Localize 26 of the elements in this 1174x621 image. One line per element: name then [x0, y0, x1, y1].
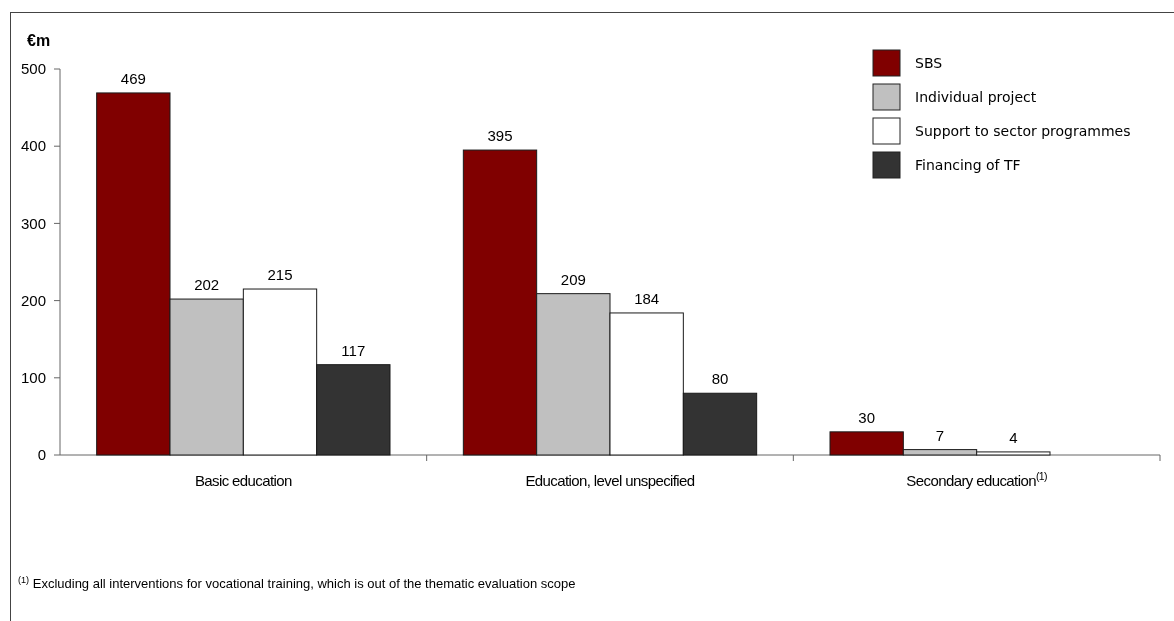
data-label: 7	[935, 426, 945, 444]
data-label: 202	[194, 276, 220, 294]
data-label: 80	[711, 370, 729, 388]
y-tick-label: 300	[20, 214, 46, 232]
legend-label: Individual project	[915, 88, 1037, 105]
text: $^{(1)}$ Excluding all interventions for vocational training, which is out of the thematic evaluation scope	[18, 575, 576, 591]
y-tick-label: 500	[20, 60, 46, 78]
y-tick-label: 0	[37, 446, 46, 464]
legend-label: Support to sector programmes	[915, 122, 1131, 139]
data-label: 469	[120, 69, 146, 87]
y-tick-label: 400	[20, 137, 46, 155]
data-label: 30	[858, 408, 876, 426]
data-label: 209	[560, 270, 586, 288]
data-label: 395	[487, 127, 513, 145]
data-label: 215	[267, 266, 293, 284]
data-label: 117	[341, 341, 366, 359]
y-tick-label: 200	[20, 291, 46, 309]
data-label: 4	[1009, 428, 1018, 446]
x-tick-label: Secondary education$^{(1)}$	[906, 470, 1048, 489]
x-tick-label: Basic education	[194, 472, 293, 489]
y-tick-label: 100	[20, 369, 46, 387]
y-axis-title: €m	[27, 32, 51, 49]
legend-label: SBS	[915, 54, 943, 71]
x-tick-label: Education, level unspecified	[525, 472, 695, 489]
legend-label: Financing of TF	[915, 156, 1021, 173]
data-label: 184	[634, 289, 660, 307]
